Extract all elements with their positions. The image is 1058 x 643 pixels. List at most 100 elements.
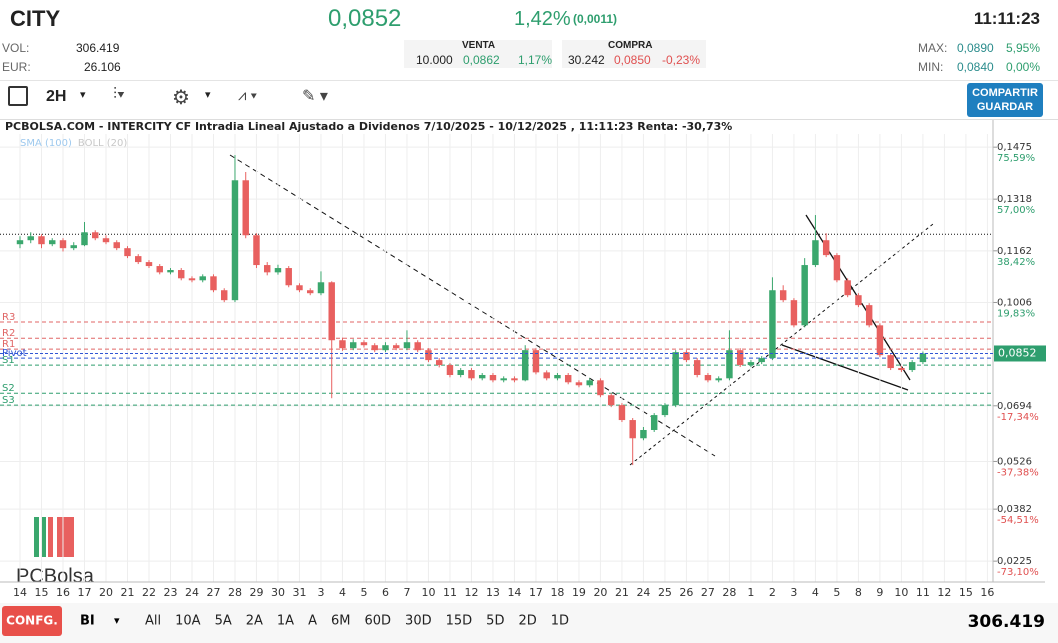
venta-qty: 10.000 (416, 53, 453, 67)
divider (0, 80, 1058, 81)
y-tick-sublabel: 57,00% (997, 205, 1035, 216)
x-tick-label: 29 (249, 586, 263, 599)
candle-body (92, 232, 99, 239)
candle-body (371, 345, 378, 351)
config-button[interactable] (2, 606, 62, 636)
candle-body (575, 382, 583, 386)
compra-title: COMPRA (608, 40, 653, 51)
x-tick-label: 15 (959, 586, 973, 599)
candle-body (726, 350, 733, 379)
candle-body (221, 290, 228, 301)
candle-body (70, 245, 77, 249)
range-button[interactable]: 60D (364, 614, 391, 629)
x-tick-label: 24 (636, 586, 650, 599)
share[interactable]: COMPARTIR (972, 87, 1038, 99)
candle-body (403, 342, 411, 349)
last-price-label: 0,0852 (998, 346, 1037, 359)
compra-price: 0,0850 (614, 53, 651, 67)
footer-volume: 306.419 (968, 612, 1045, 632)
range-button[interactable]: 2D (518, 614, 536, 629)
panel-toggle[interactable] (8, 86, 28, 106)
range-button[interactable]: All (145, 614, 161, 629)
range-button[interactable]: 10A (175, 614, 201, 629)
venta-price: 0,0862 (463, 53, 500, 67)
settings[interactable]: ⚙ (172, 87, 190, 109)
candle-body (704, 375, 712, 381)
candle-body (822, 240, 830, 256)
dropdown[interactable]: ▾ (205, 89, 211, 101)
range-button[interactable]: 6M (331, 614, 351, 629)
min: 0,0840 (957, 60, 994, 74)
x-tick-label: 9 (876, 586, 883, 599)
level-label: R1 (2, 339, 15, 350)
candle-body (360, 342, 368, 346)
watermark: PCBolsa (16, 565, 95, 587)
chart-type[interactable]: ⫶▾ (113, 86, 125, 103)
compra-qty: 30.242 (568, 53, 605, 67)
candle-body (167, 270, 174, 273)
candle-body (650, 415, 658, 430)
x-tick-label: 20 (593, 586, 607, 599)
interval[interactable]: 2H (46, 88, 67, 105)
x-tick-label: 14 (13, 586, 27, 599)
indicator-legend[interactable]: BOLL (20) (78, 138, 128, 149)
x-tick-label: 7 (403, 586, 410, 599)
vol: 306.419 (76, 41, 120, 55)
candle-body (188, 278, 196, 281)
x-tick-label: 17 (77, 586, 91, 599)
candle-body (489, 375, 497, 381)
candle-body (629, 420, 636, 439)
level-label: S1 (2, 355, 15, 366)
dropdown[interactable]: ▾ (114, 614, 120, 627)
x-tick-label: 17 (529, 586, 543, 599)
x-tick-label: 22 (142, 586, 156, 599)
candle-body (27, 236, 34, 241)
range-button[interactable]: 2A (246, 614, 263, 629)
candle-body (586, 380, 593, 386)
x-tick-label: 21 (615, 586, 629, 599)
x-tick-label: 4 (812, 586, 819, 599)
indicator-legend[interactable]: SMA (100) (20, 138, 72, 149)
candle-body (468, 370, 475, 379)
candle-body (532, 350, 540, 373)
draw[interactable]: ✎ ▾ (302, 88, 328, 105)
y-tick-label: 0,0526 (997, 456, 1032, 467)
candle-body (317, 282, 325, 294)
range-button[interactable]: 1D (551, 614, 569, 629)
x-tick-label: 14 (507, 586, 521, 599)
candle-body (478, 375, 486, 379)
candle-body (736, 350, 744, 366)
x-tick-label: 24 (185, 586, 199, 599)
range-button[interactable]: 5A (215, 614, 232, 629)
range-button[interactable]: 5D (486, 614, 504, 629)
config[interactable]: CONFG. (6, 614, 58, 628)
range-button[interactable]: 30D (405, 614, 432, 629)
candle-body (543, 372, 550, 379)
candle-body (199, 276, 206, 281)
share-save[interactable]: COMPARTIR GUARDAR (967, 83, 1043, 117)
candle-body (521, 350, 529, 381)
candle-body (339, 340, 346, 349)
candle-body (564, 375, 572, 383)
x-tick-label: 10 (894, 586, 908, 599)
trend-line (229, 154, 716, 457)
save[interactable]: GUARDAR (976, 101, 1034, 113)
venta-pct: 1,17% (518, 53, 553, 67)
x-tick-label: 16 (980, 586, 994, 599)
range-button[interactable]: A (308, 614, 317, 629)
candle-body (758, 358, 765, 363)
eur-label: EUR: (2, 60, 31, 74)
mode[interactable]: BI (80, 614, 95, 629)
candle-body (210, 276, 217, 291)
eur: 26.106 (84, 60, 121, 74)
y-tick-sublabel: 19,83% (997, 308, 1035, 319)
candle-body (59, 240, 67, 249)
level-label: R3 (2, 312, 15, 323)
indicators[interactable]: ⩘ ▾ (238, 87, 257, 104)
y-tick-sublabel: -17,34% (997, 412, 1039, 423)
candle-body (435, 360, 443, 366)
range-button[interactable]: 1A (277, 614, 294, 629)
range-button[interactable]: 15D (446, 614, 473, 629)
dropdown[interactable]: ▾ (80, 89, 86, 101)
